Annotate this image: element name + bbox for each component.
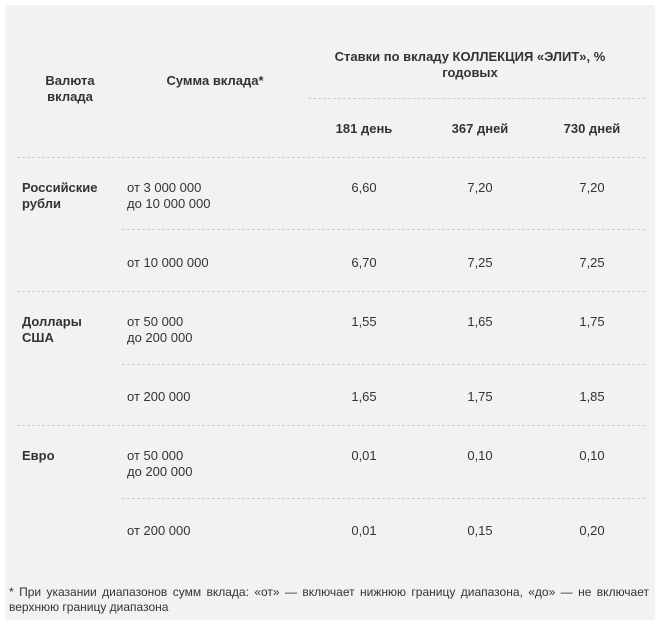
row-divider <box>122 229 645 230</box>
row-divider <box>122 364 645 365</box>
rate-181: 0,01 <box>351 523 377 538</box>
amount-from: от 200 000 <box>127 389 191 404</box>
rate-730: 0,10 <box>579 448 605 463</box>
rate-367: 0,15 <box>467 523 493 538</box>
rate-730: 7,20 <box>579 180 605 195</box>
currency-label: Доллары США <box>22 314 82 345</box>
header-amount: Сумма вклада* <box>166 73 264 88</box>
rate-367: 1,75 <box>467 389 493 404</box>
header-term-367: 367 дней <box>451 121 509 136</box>
rate-730: 0,20 <box>579 523 605 538</box>
amount-from: от 50 000 <box>127 448 184 463</box>
rate-181: 1,55 <box>351 314 377 329</box>
amount-from: от 3 000 000 <box>127 180 202 195</box>
group-divider <box>17 291 645 292</box>
rate-730: 7,25 <box>579 255 605 270</box>
rate-367: 0,10 <box>467 448 493 463</box>
header-bottom-divider <box>17 157 645 158</box>
rate-181: 1,65 <box>351 389 377 404</box>
amount-from: от 10 000 000 <box>127 255 209 270</box>
footnote: * При указании диапазонов сумм вклада: «… <box>9 585 649 614</box>
rate-730: 1,75 <box>579 314 605 329</box>
currency-label: Евро <box>22 448 55 463</box>
amount-to: до 200 000 <box>127 330 193 345</box>
header-rates-title: Ставки по вкладу КОЛЛЕКЦИЯ «ЭЛИТ», % год… <box>334 49 606 80</box>
header-divider <box>308 98 645 99</box>
amount-to: до 200 000 <box>127 464 193 479</box>
rate-367: 7,20 <box>467 180 493 195</box>
rate-181: 6,60 <box>351 180 377 195</box>
amount-from: от 200 000 <box>127 523 191 538</box>
rate-367: 1,65 <box>467 314 493 329</box>
row-divider <box>122 498 645 499</box>
rate-730: 1,85 <box>579 389 605 404</box>
header-currency: Валюта вклада <box>45 73 95 104</box>
rates-table-panel: Валюта вклада Сумма вклада* Ставки по вк… <box>5 5 655 620</box>
rate-367: 7,25 <box>467 255 493 270</box>
rate-181: 0,01 <box>351 448 377 463</box>
amount-from: от 50 000 <box>127 314 184 329</box>
header-term-730: 730 дней <box>563 121 621 136</box>
currency-label: Российские рубли <box>22 180 98 211</box>
header-term-181: 181 день <box>335 121 393 136</box>
rate-181: 6,70 <box>351 255 377 270</box>
amount-to: до 10 000 000 <box>127 196 211 211</box>
group-divider <box>17 425 645 426</box>
